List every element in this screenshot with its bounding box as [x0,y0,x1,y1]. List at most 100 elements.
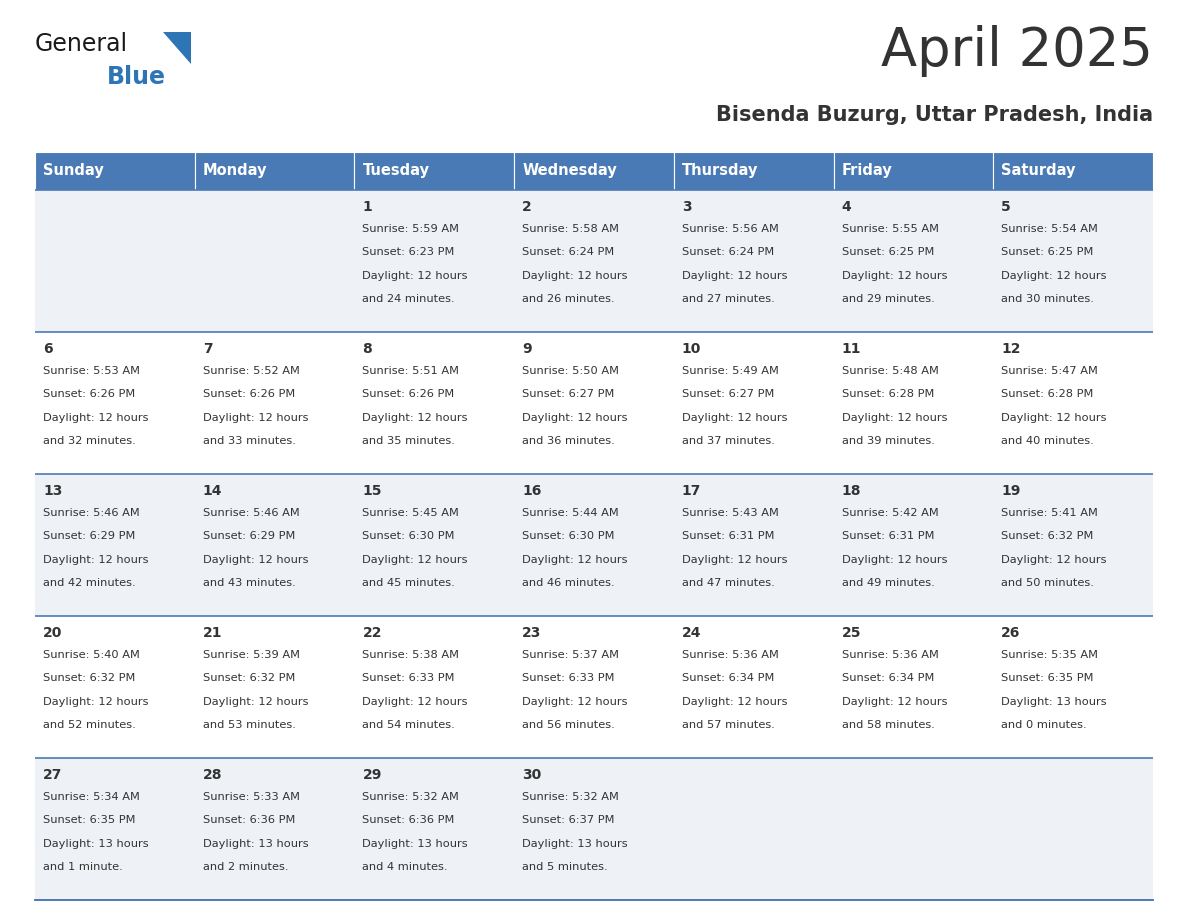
Text: 29: 29 [362,768,381,782]
Text: Daylight: 12 hours: Daylight: 12 hours [523,271,627,281]
Text: Daylight: 12 hours: Daylight: 12 hours [362,697,468,707]
Text: Daylight: 12 hours: Daylight: 12 hours [523,555,627,565]
Bar [514,758,674,900]
Text: and 45 minutes.: and 45 minutes. [362,577,455,588]
Text: and 47 minutes.: and 47 minutes. [682,577,775,588]
Text: Sunset: 6:33 PM: Sunset: 6:33 PM [362,673,455,683]
Text: Daylight: 12 hours: Daylight: 12 hours [203,697,308,707]
Text: and 46 minutes.: and 46 minutes. [523,577,614,588]
Text: Tuesday: Tuesday [362,163,429,178]
Text: Sunrise: 5:35 AM: Sunrise: 5:35 AM [1001,650,1098,660]
Text: 1: 1 [362,200,372,214]
Text: Sunset: 6:31 PM: Sunset: 6:31 PM [841,531,934,541]
Text: Sunrise: 5:52 AM: Sunrise: 5:52 AM [203,366,299,376]
Text: 27: 27 [43,768,62,782]
Bar [834,190,993,332]
Text: Daylight: 12 hours: Daylight: 12 hours [203,555,308,565]
Text: and 5 minutes.: and 5 minutes. [523,862,608,872]
Bar [195,474,354,616]
Text: and 30 minutes.: and 30 minutes. [1001,294,1094,304]
Text: Daylight: 12 hours: Daylight: 12 hours [362,413,468,423]
Text: Sunset: 6:37 PM: Sunset: 6:37 PM [523,815,614,824]
Text: and 40 minutes.: and 40 minutes. [1001,436,1094,445]
Text: Daylight: 12 hours: Daylight: 12 hours [43,555,148,565]
Text: and 52 minutes.: and 52 minutes. [43,720,135,730]
Text: Daylight: 12 hours: Daylight: 12 hours [362,555,468,565]
Text: Sunrise: 5:32 AM: Sunrise: 5:32 AM [362,792,460,802]
Bar [354,474,514,616]
Bar [195,152,354,190]
Bar [34,474,195,616]
Text: 30: 30 [523,768,542,782]
Text: 8: 8 [362,341,372,356]
Text: and 26 minutes.: and 26 minutes. [523,294,614,304]
Text: 12: 12 [1001,341,1020,356]
Text: 5: 5 [1001,200,1011,214]
Text: Sunrise: 5:33 AM: Sunrise: 5:33 AM [203,792,299,802]
Bar [354,616,514,758]
Bar [195,616,354,758]
Bar [993,474,1154,616]
Text: and 43 minutes.: and 43 minutes. [203,577,296,588]
Text: and 36 minutes.: and 36 minutes. [523,436,615,445]
Text: 2: 2 [523,200,532,214]
Text: Daylight: 12 hours: Daylight: 12 hours [841,555,947,565]
Text: 10: 10 [682,341,701,356]
Bar [674,190,834,332]
Text: Sunset: 6:35 PM: Sunset: 6:35 PM [43,815,135,824]
Text: Daylight: 12 hours: Daylight: 12 hours [43,697,148,707]
Text: 17: 17 [682,484,701,498]
Text: Sunset: 6:30 PM: Sunset: 6:30 PM [523,531,614,541]
Bar [34,758,195,900]
Text: Sunrise: 5:50 AM: Sunrise: 5:50 AM [523,366,619,376]
Text: Sunrise: 5:49 AM: Sunrise: 5:49 AM [682,366,778,376]
Text: 26: 26 [1001,626,1020,640]
Text: 18: 18 [841,484,861,498]
Text: Sunday: Sunday [43,163,103,178]
Text: Sunrise: 5:53 AM: Sunrise: 5:53 AM [43,366,140,376]
Text: 28: 28 [203,768,222,782]
Text: Sunrise: 5:59 AM: Sunrise: 5:59 AM [362,224,460,234]
Text: Sunset: 6:26 PM: Sunset: 6:26 PM [362,389,455,398]
Text: Sunrise: 5:48 AM: Sunrise: 5:48 AM [841,366,939,376]
Bar [514,616,674,758]
Bar [674,616,834,758]
Text: Daylight: 12 hours: Daylight: 12 hours [1001,413,1107,423]
Bar [34,190,195,332]
Bar [834,152,993,190]
Bar [674,474,834,616]
Text: Daylight: 12 hours: Daylight: 12 hours [1001,555,1107,565]
Text: Sunrise: 5:39 AM: Sunrise: 5:39 AM [203,650,299,660]
Bar [834,332,993,474]
Bar [34,616,195,758]
Text: Sunrise: 5:37 AM: Sunrise: 5:37 AM [523,650,619,660]
Text: and 57 minutes.: and 57 minutes. [682,720,775,730]
Text: and 42 minutes.: and 42 minutes. [43,577,135,588]
Text: Sunset: 6:29 PM: Sunset: 6:29 PM [43,531,135,541]
Text: 16: 16 [523,484,542,498]
Bar [354,332,514,474]
Bar [993,332,1154,474]
Text: and 37 minutes.: and 37 minutes. [682,436,775,445]
Bar [834,616,993,758]
Text: Sunrise: 5:54 AM: Sunrise: 5:54 AM [1001,224,1098,234]
Text: Saturday: Saturday [1001,163,1076,178]
Text: 11: 11 [841,341,861,356]
Text: Sunrise: 5:58 AM: Sunrise: 5:58 AM [523,224,619,234]
Text: Sunset: 6:32 PM: Sunset: 6:32 PM [203,673,295,683]
Bar [354,758,514,900]
Text: Sunrise: 5:46 AM: Sunrise: 5:46 AM [203,508,299,518]
Text: Sunset: 6:23 PM: Sunset: 6:23 PM [362,247,455,257]
Text: Daylight: 12 hours: Daylight: 12 hours [523,413,627,423]
Text: Sunset: 6:32 PM: Sunset: 6:32 PM [43,673,135,683]
Text: Blue: Blue [107,65,166,89]
Text: Sunset: 6:28 PM: Sunset: 6:28 PM [1001,389,1094,398]
Text: Sunrise: 5:34 AM: Sunrise: 5:34 AM [43,792,140,802]
Text: Sunrise: 5:32 AM: Sunrise: 5:32 AM [523,792,619,802]
Text: and 1 minute.: and 1 minute. [43,862,122,872]
Text: Daylight: 12 hours: Daylight: 12 hours [682,697,788,707]
Text: Monday: Monday [203,163,267,178]
Bar [195,190,354,332]
Text: Friday: Friday [841,163,892,178]
Text: and 39 minutes.: and 39 minutes. [841,436,935,445]
